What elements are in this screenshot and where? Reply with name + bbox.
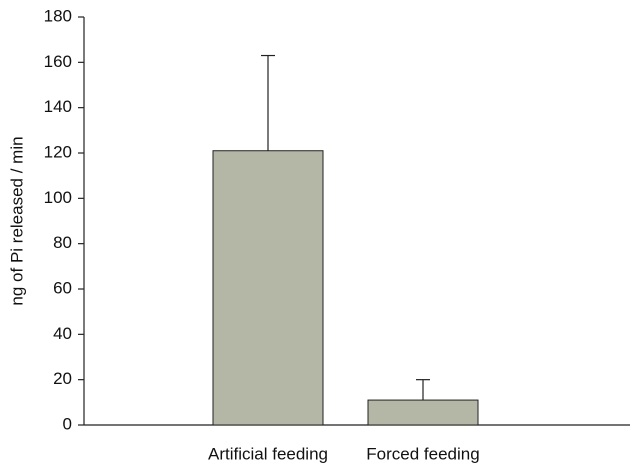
y-tick-label: 80 <box>53 233 72 252</box>
bar <box>212 150 324 426</box>
y-tick-label: 60 <box>53 278 72 297</box>
x-tick-label: Artificial feeding <box>208 444 328 463</box>
bar <box>367 399 479 426</box>
y-tick-label: 40 <box>53 324 72 343</box>
x-tick-label: Forced feeding <box>366 444 479 463</box>
y-tick-label: 0 <box>63 414 72 433</box>
y-axis-label: ng of Pi released / min <box>7 136 26 305</box>
y-tick-label: 180 <box>44 6 72 25</box>
y-tick-label: 160 <box>44 52 72 71</box>
y-tick-label: 100 <box>44 188 72 207</box>
y-tick-label: 120 <box>44 142 72 161</box>
y-tick-label: 140 <box>44 97 72 116</box>
y-tick-label: 20 <box>53 369 72 388</box>
